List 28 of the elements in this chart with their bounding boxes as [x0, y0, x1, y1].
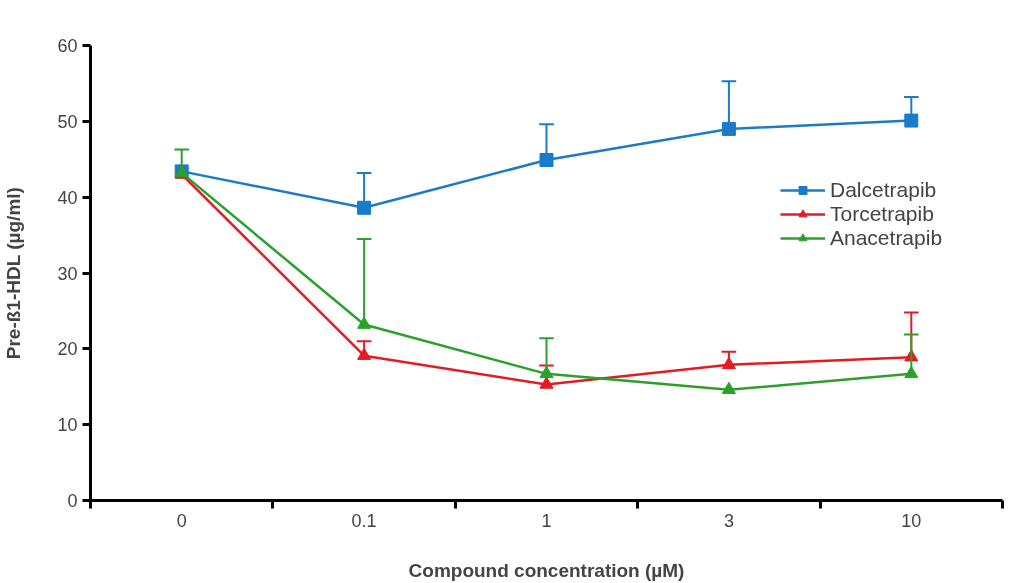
point [539, 365, 554, 379]
y-tick-label: 60 [57, 36, 78, 56]
legend-label: Anacetrapib [830, 226, 943, 250]
x-axis-title: Compound concentration (µM) [408, 559, 685, 581]
x-tick-label: 10 [901, 510, 922, 531]
point [539, 376, 554, 389]
legend-label: Torcetrapib [830, 202, 934, 226]
x-tick-label: 1 [541, 510, 552, 531]
point [357, 316, 372, 329]
y-tick-label: 20 [57, 339, 78, 360]
point [721, 356, 736, 370]
y-axis-title: Pre-ß1-HDL (µg/ml) [3, 187, 25, 360]
point [357, 347, 372, 360]
point [904, 113, 919, 128]
point [904, 365, 919, 379]
y-tick-label: 30 [57, 263, 78, 284]
x-tick-label: 3 [723, 510, 734, 531]
point [721, 381, 736, 395]
y-tick-label: 10 [57, 415, 78, 436]
y-tick-label: 50 [57, 111, 78, 132]
point [357, 200, 372, 215]
legend-label: Dalcetrapib [830, 178, 937, 202]
point [539, 153, 554, 168]
x-tick-label: 0 [176, 510, 187, 531]
y-tick-label: 0 [67, 491, 78, 511]
x-tick-label: 0.1 [351, 510, 377, 531]
point [721, 121, 736, 136]
y-tick-label: 40 [57, 187, 78, 208]
